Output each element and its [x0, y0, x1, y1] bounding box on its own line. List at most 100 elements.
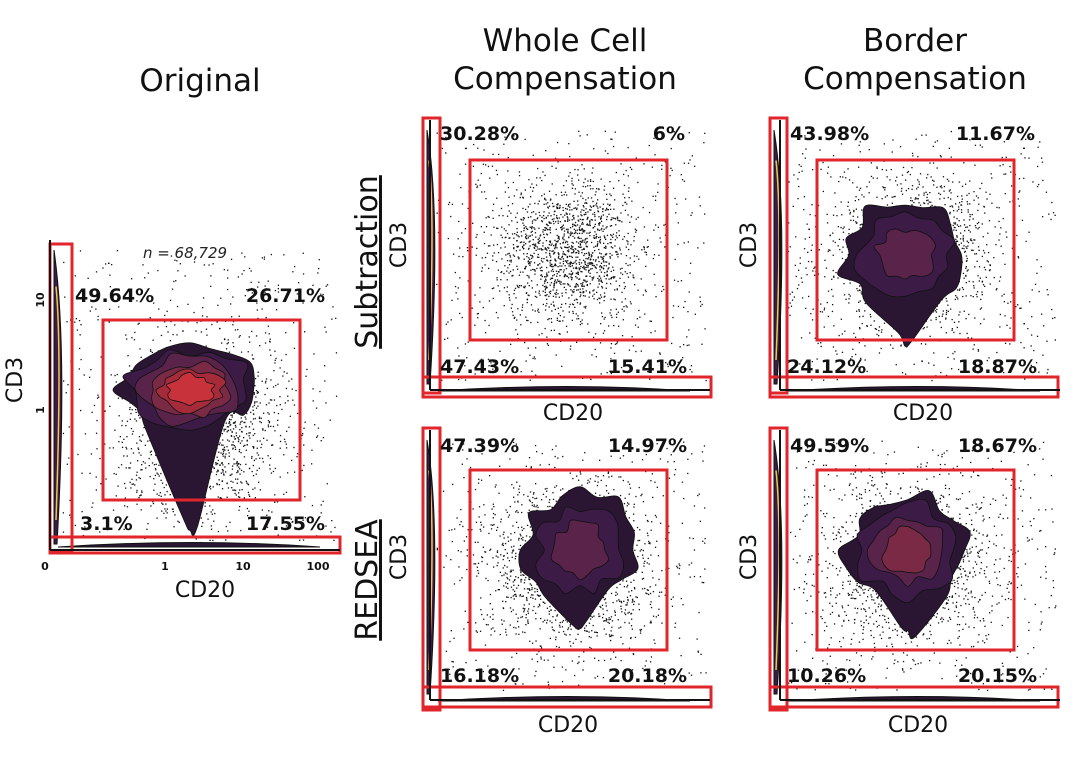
event-dot: [1005, 156, 1007, 158]
event-dot: [793, 296, 795, 298]
event-dot: [556, 141, 559, 144]
event-dot: [540, 249, 543, 251]
event-dot: [265, 316, 267, 319]
event-dot: [294, 471, 296, 473]
event-dot: [454, 285, 457, 288]
event-dot: [957, 195, 959, 198]
event-dot: [294, 265, 296, 268]
event-dot: [623, 306, 625, 308]
event-dot: [74, 275, 76, 277]
event-dot: [516, 284, 518, 287]
event-dot: [605, 278, 607, 280]
event-dot: [493, 252, 495, 254]
event-dot: [501, 236, 503, 239]
event-dot: [562, 283, 564, 285]
event-dot: [546, 302, 548, 305]
event-dot: [544, 294, 546, 297]
event-dot: [613, 208, 615, 210]
event-dot: [239, 429, 241, 431]
event-dot: [624, 209, 627, 211]
event-dot: [130, 448, 133, 450]
event-dot: [590, 263, 592, 265]
event-dot: [235, 435, 238, 437]
event-dot: [590, 258, 592, 261]
event-dot: [947, 304, 949, 306]
density-layer: [53, 249, 338, 548]
event-dot: [513, 293, 515, 295]
event-dot: [172, 508, 174, 510]
event-dot: [311, 299, 314, 302]
event-dot: [237, 329, 239, 331]
event-dot: [604, 245, 607, 247]
event-dot: [487, 245, 490, 247]
event-dot: [457, 347, 459, 349]
event-dot: [532, 243, 534, 246]
event-dot: [115, 381, 117, 383]
y-tick-label: 10: [34, 292, 47, 308]
event-dot: [237, 463, 239, 466]
event-dot: [910, 199, 912, 202]
event-dot: [972, 348, 974, 350]
event-dot: [561, 229, 563, 231]
quadrant-bottom-left: 47.43%: [440, 356, 519, 378]
event-dot: [843, 226, 845, 228]
event-dot: [164, 321, 166, 323]
event-dot: [496, 173, 498, 176]
event-dot: [579, 323, 581, 326]
event-dot: [617, 219, 619, 222]
event-dot: [572, 214, 575, 217]
event-dot: [241, 440, 243, 442]
event-dot: [612, 145, 615, 148]
event-dot: [549, 278, 552, 280]
event-dot: [574, 221, 577, 224]
event-dot: [483, 242, 486, 245]
event-dot: [251, 330, 253, 333]
event-dot: [483, 149, 485, 151]
event-dot: [655, 296, 657, 298]
event-dot: [643, 248, 645, 250]
event-dot: [548, 228, 550, 231]
event-dot: [570, 231, 572, 233]
event-dot: [142, 434, 144, 436]
event-dot: [944, 204, 946, 206]
event-dot: [849, 282, 851, 284]
event-dot: [534, 202, 536, 205]
event-dot: [249, 437, 251, 439]
event-dot: [597, 277, 599, 280]
quadrant-bottom-left: 3.1%: [80, 513, 133, 535]
event-dot: [96, 419, 98, 422]
event-dot: [546, 233, 548, 235]
event-dot: [545, 287, 547, 289]
event-dot: [977, 246, 980, 248]
event-dot: [239, 468, 241, 470]
event-dot: [486, 252, 489, 254]
event-dot: [592, 290, 594, 292]
event-dot: [481, 191, 483, 193]
event-dot: [551, 265, 553, 268]
event-dot: [593, 237, 595, 239]
event-dot: [545, 305, 547, 307]
event-dot: [513, 247, 515, 249]
event-dot: [264, 291, 266, 293]
event-dot: [976, 291, 979, 293]
event-dot: [1023, 177, 1025, 179]
event-dot: [538, 311, 540, 313]
event-dot: [1021, 219, 1024, 221]
event-dot: [268, 333, 270, 335]
event-dot: [131, 409, 133, 411]
event-dot: [548, 205, 551, 207]
event-dot: [597, 199, 599, 201]
event-dot: [240, 529, 242, 532]
event-dot: [138, 322, 140, 324]
event-dot: [571, 219, 573, 221]
event-dot: [911, 200, 913, 202]
event-dot: [827, 290, 830, 292]
event-dot: [121, 424, 123, 427]
event-dot: [267, 280, 269, 282]
event-dot: [219, 328, 221, 330]
event-dot: [1046, 289, 1048, 291]
event-dot: [105, 517, 107, 519]
event-dot: [223, 446, 226, 448]
event-dot: [938, 192, 940, 194]
event-dot: [575, 284, 577, 286]
